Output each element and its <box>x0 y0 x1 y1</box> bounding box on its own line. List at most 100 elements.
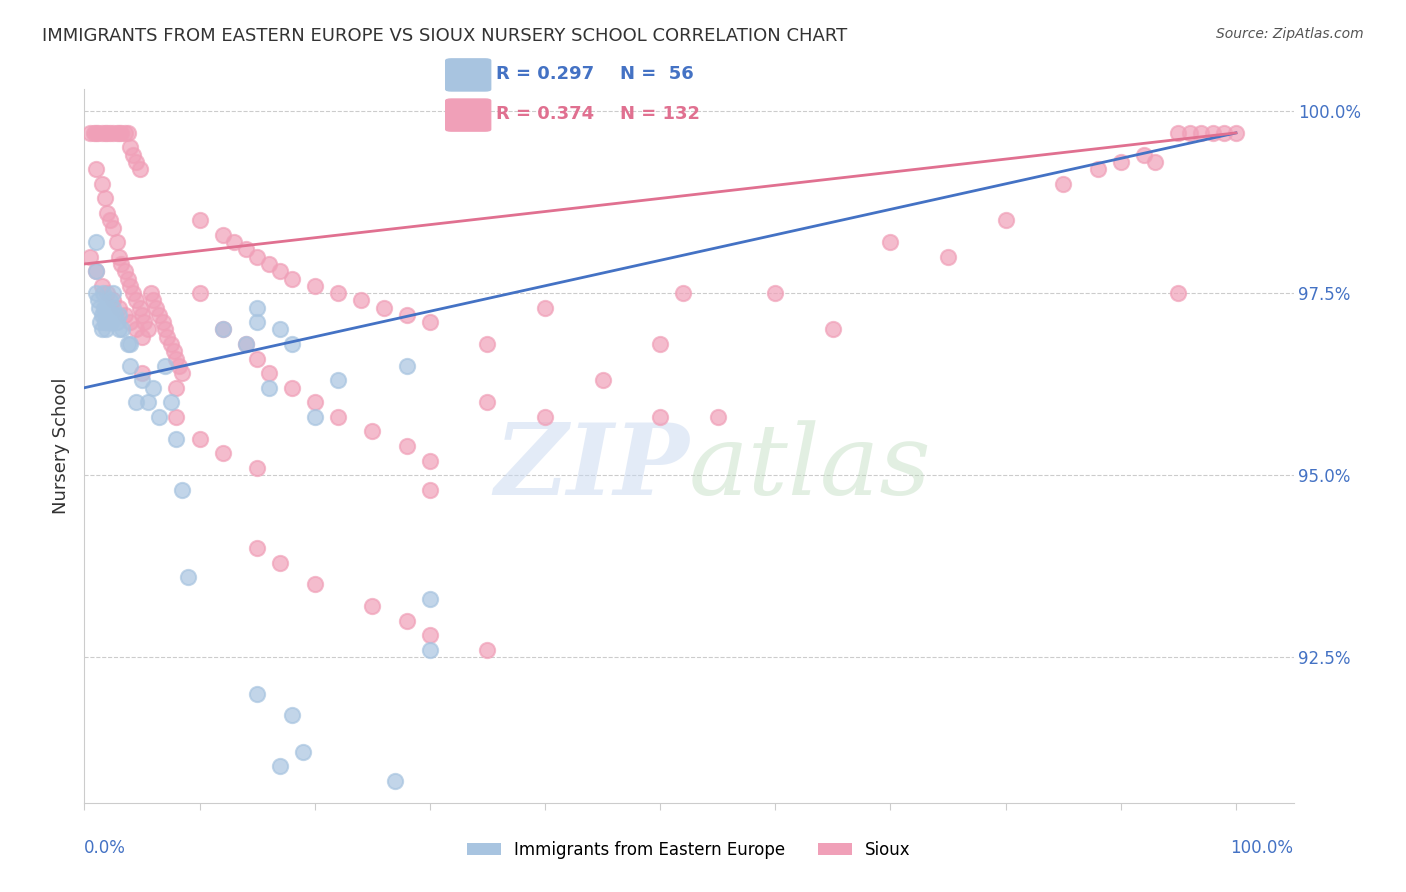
Point <box>419 315 441 329</box>
Point <box>763 286 786 301</box>
Point <box>111 322 134 336</box>
Point <box>93 301 115 315</box>
Point <box>153 359 176 373</box>
Point <box>110 257 132 271</box>
Point <box>477 395 499 409</box>
Point <box>1133 147 1156 161</box>
Point <box>1213 126 1236 140</box>
Point <box>177 570 200 584</box>
Text: atlas: atlas <box>689 420 932 515</box>
Point <box>98 126 121 140</box>
Point <box>534 301 557 315</box>
Point <box>419 591 441 606</box>
Point <box>96 301 118 315</box>
Point <box>153 322 176 336</box>
Point <box>1189 126 1212 140</box>
Point <box>936 250 959 264</box>
Point <box>477 643 499 657</box>
Point <box>188 213 211 227</box>
Point <box>373 301 395 315</box>
Point <box>121 147 143 161</box>
Point <box>592 374 614 388</box>
Point <box>96 126 118 140</box>
Point <box>83 126 105 140</box>
Point <box>125 293 148 308</box>
Point <box>108 308 131 322</box>
Point <box>246 541 269 555</box>
Point <box>101 126 124 140</box>
Point <box>117 126 139 140</box>
Point <box>125 155 148 169</box>
Point <box>395 439 418 453</box>
Point <box>246 315 269 329</box>
Point <box>280 337 302 351</box>
Point <box>1167 126 1189 140</box>
Point <box>246 301 269 315</box>
Point <box>105 126 128 140</box>
Text: ZIP: ZIP <box>494 419 689 516</box>
Point <box>257 366 280 380</box>
Point <box>1087 162 1109 177</box>
Point <box>142 293 165 308</box>
Point <box>120 337 142 351</box>
Point <box>84 264 107 278</box>
Point <box>269 759 291 773</box>
Point <box>269 556 291 570</box>
Point <box>108 126 131 140</box>
Point <box>96 322 118 336</box>
Point <box>90 322 112 336</box>
Point <box>84 126 107 140</box>
Point <box>94 126 117 140</box>
Point <box>142 381 165 395</box>
Point <box>211 322 233 336</box>
Point <box>1144 155 1167 169</box>
Point <box>384 774 406 789</box>
Point <box>172 366 194 380</box>
Point <box>96 315 118 329</box>
Point <box>141 286 163 301</box>
Point <box>304 395 326 409</box>
Point <box>101 293 124 308</box>
Point <box>96 286 118 301</box>
Point <box>89 315 111 329</box>
Text: 100.0%: 100.0% <box>1230 838 1294 856</box>
Point <box>419 453 441 467</box>
Point <box>136 395 159 409</box>
Text: R = 0.374: R = 0.374 <box>496 105 595 123</box>
Point <box>235 337 257 351</box>
Point <box>117 337 139 351</box>
Point <box>650 409 672 424</box>
Point <box>117 271 139 285</box>
Point <box>84 162 107 177</box>
Point <box>90 308 112 322</box>
Point <box>131 366 153 380</box>
Point <box>395 308 418 322</box>
Point <box>672 286 695 301</box>
Text: 0.0%: 0.0% <box>84 838 127 856</box>
Point <box>84 235 107 249</box>
Point <box>79 126 101 140</box>
Point <box>148 308 170 322</box>
Point <box>211 446 233 460</box>
Point <box>350 293 373 308</box>
Point <box>257 381 280 395</box>
Y-axis label: Nursery School: Nursery School <box>52 377 70 515</box>
Point <box>131 330 153 344</box>
Point <box>87 293 110 308</box>
Point <box>87 126 110 140</box>
Point <box>304 278 326 293</box>
Point <box>821 322 844 336</box>
Point <box>257 257 280 271</box>
Point <box>994 213 1017 227</box>
Point <box>419 643 441 657</box>
Point <box>361 425 384 439</box>
Text: R = 0.297: R = 0.297 <box>496 65 595 83</box>
Point <box>84 264 107 278</box>
Point <box>98 293 121 308</box>
Point <box>419 628 441 642</box>
Point <box>114 126 136 140</box>
Point <box>326 286 349 301</box>
Point <box>98 308 121 322</box>
Point <box>246 351 269 366</box>
Point <box>304 409 326 424</box>
